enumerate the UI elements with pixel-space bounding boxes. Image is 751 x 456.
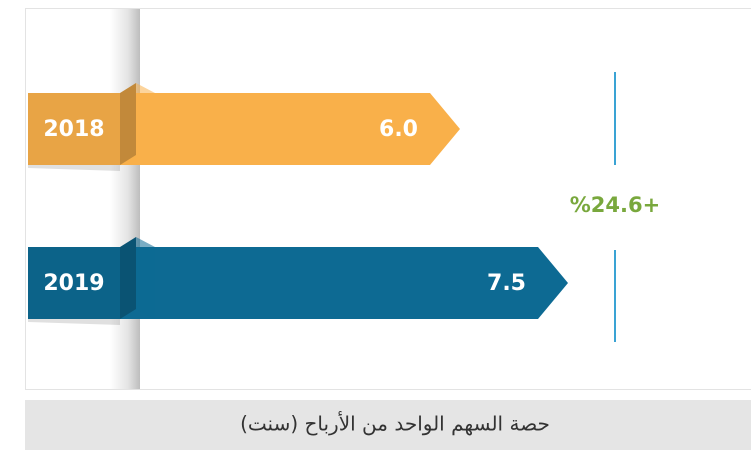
caption: حصة السهم الواحد من الأرباح (سنت) bbox=[240, 412, 550, 436]
value-label: 7.5 bbox=[487, 271, 526, 296]
fold bbox=[120, 237, 136, 319]
value-label: 6.0 bbox=[379, 117, 418, 142]
fold bbox=[136, 237, 155, 319]
fold bbox=[120, 83, 136, 165]
category-label: 2018 bbox=[43, 117, 104, 142]
fold bbox=[136, 83, 155, 165]
category-label: 2019 bbox=[43, 271, 104, 296]
change-annotation: %24.6+ bbox=[570, 193, 660, 217]
fold-strip bbox=[110, 9, 140, 389]
